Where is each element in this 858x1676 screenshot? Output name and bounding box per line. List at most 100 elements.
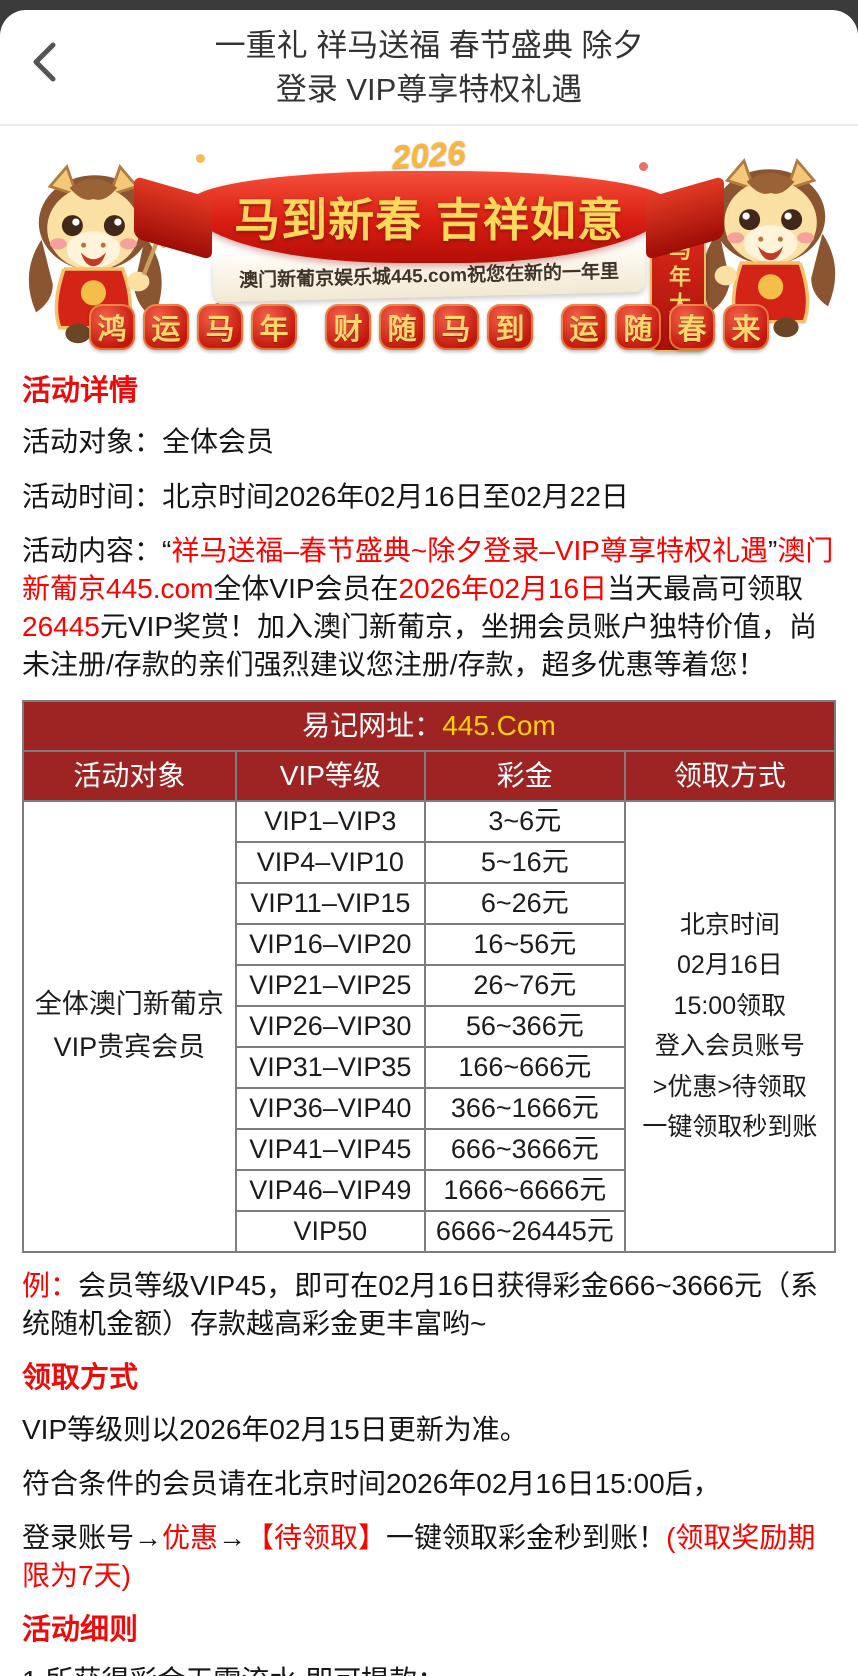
- example-label: 例：: [22, 1269, 79, 1301]
- content-part-highlight: 祥马送福–春节盛典~除夕登录–VIP尊享特权礼遇: [171, 534, 768, 566]
- activity-target-value: 全体会员: [162, 426, 275, 458]
- col-header-claim: 领取方式: [623, 749, 837, 802]
- lantern-stamp: 财: [325, 304, 371, 351]
- page-title-line2: 登录 VIP尊享特权礼遇: [275, 72, 583, 108]
- vip-prize-table: 易记网址：445.Com 活动对象 VIP等级 彩金 领取方式 全体澳门新葡京 …: [22, 699, 837, 1253]
- site-url-row: 易记网址：445.Com: [22, 699, 836, 752]
- lantern-stamp: 鸿: [89, 304, 135, 351]
- claim-line3: 登录账号→优惠→【待领取】一键领取彩金秒到账！(领取奖励期限为7天): [22, 1519, 836, 1595]
- horse-mascot-left: [28, 164, 172, 344]
- promo-content: 活动详情 活动对象：全体会员 活动时间：北京时间2026年02月16日至02月2…: [0, 354, 858, 1676]
- content-part: 当天最高可领取: [607, 572, 804, 604]
- content-part-highlight: 2026年02月16日: [398, 572, 608, 604]
- prize-cell: 6~26元: [423, 881, 626, 925]
- table-row: VIP36–VIP40 366~1666元: [23, 1086, 835, 1130]
- vip-level-cell: VIP46–VIP49: [234, 1168, 426, 1212]
- table-row: VIP41–VIP45 666~3666元: [23, 1127, 835, 1171]
- target-merged-cell: 全体澳门新葡京 VIP贵宾会员: [22, 799, 237, 1253]
- table-row: VIP31–VIP35 166~666元: [23, 1045, 835, 1089]
- prize-cell: 56~366元: [423, 1004, 626, 1048]
- vip-level-cell: VIP50: [234, 1209, 426, 1253]
- claim-line: 北京时间: [679, 910, 780, 939]
- claim-part-highlight: 优惠: [162, 1521, 219, 1553]
- site-url-label: 易记网址：: [302, 709, 443, 741]
- prize-cell: 3~6元: [423, 799, 626, 843]
- app-bar: 一重礼 祥马送福 春节盛典 除夕 登录 VIP尊享特权礼遇: [0, 10, 858, 127]
- claim-method-heading: 领取方式: [22, 1362, 139, 1395]
- rules-heading: 活动细则: [22, 1613, 139, 1646]
- claim-part: →: [218, 1521, 247, 1553]
- target-line2: VIP贵宾会员: [53, 1032, 206, 1063]
- festival-banner: 马年大吉 2026 马到新春 吉祥如意 澳门新葡京娱乐城445.com祝您在新的…: [0, 134, 858, 354]
- activity-time-label: 活动时间：: [22, 480, 163, 512]
- back-button[interactable]: [22, 40, 66, 84]
- prize-cell: 666~3666元: [423, 1127, 626, 1171]
- site-url-cell: 易记网址：445.Com: [22, 699, 836, 752]
- table-row: VIP46–VIP49 1666~6666元: [23, 1168, 835, 1212]
- col-header-prize: 彩金: [423, 749, 626, 802]
- claim-part-highlight: (领取奖励期限为7天): [22, 1521, 816, 1591]
- promo-sheet: 一重礼 祥马送福 春节盛典 除夕 登录 VIP尊享特权礼遇: [0, 10, 858, 1676]
- vip-level-cell: VIP36–VIP40: [234, 1086, 426, 1130]
- table-row: VIP16–VIP20 16~56元: [23, 922, 835, 966]
- lantern-stamp: 来: [723, 304, 769, 351]
- prize-cell: 5~16元: [423, 840, 626, 884]
- lantern-stamp: 随: [379, 304, 425, 351]
- vip-level-cell: VIP26–VIP30: [234, 1004, 426, 1048]
- banner-ribbon: 马到新春 吉祥如意: [190, 171, 668, 264]
- content-part: 元VIP奖赏！加入澳门新葡京，坐拥会员账户独特价值，尚未注册/存款的亲们强烈建议…: [22, 610, 818, 680]
- content-part: ”: [767, 534, 778, 566]
- col-header-vip-level: VIP等级: [234, 749, 426, 802]
- vip-level-cell: VIP16–VIP20: [234, 922, 426, 966]
- banner-center: 2026 马到新春 吉祥如意 澳门新葡京娱乐城445.com祝您在新的一年里: [159, 134, 699, 303]
- col-header-target: 活动对象: [22, 749, 237, 802]
- claim-line: 登入会员账号: [654, 1032, 805, 1061]
- claim-line: 一键领取秒到账: [642, 1113, 818, 1142]
- details-heading: 活动详情: [22, 375, 139, 408]
- lantern-stamp: 春: [669, 304, 715, 351]
- prize-cell: 6666~26445元: [423, 1209, 626, 1253]
- claim-line: 02月16日: [677, 951, 783, 980]
- table-row: VIP11–VIP15 6~26元: [23, 881, 835, 925]
- activity-target-label: 活动对象：: [22, 426, 163, 458]
- lantern-stamps-row: 鸿 运 马 年 财 随 马 到 运 随 春 来: [89, 304, 769, 351]
- rule-item-1: 1.所获得彩金无需流水,即可提款；: [22, 1662, 836, 1676]
- claim-line: >优惠>待领取: [652, 1072, 807, 1101]
- stamp-group-3: 运 随 春 来: [561, 304, 769, 351]
- table-row: VIP26–VIP30 56~366元: [23, 1004, 835, 1048]
- activity-time-value: 北京时间2026年02月16日至02月22日: [162, 480, 629, 512]
- lantern-stamp: 年: [251, 304, 297, 351]
- content-part-highlight: 澳门新葡京445.com: [22, 534, 834, 604]
- site-url-value: 445.Com: [442, 709, 556, 741]
- vip-level-cell: VIP11–VIP15: [234, 881, 426, 925]
- vip-level-cell: VIP41–VIP45: [234, 1127, 426, 1171]
- banner-ribbon-text: 马到新春 吉祥如意: [234, 194, 624, 247]
- lantern-stamp: 随: [615, 304, 661, 351]
- content-part-highlight: 26445: [22, 610, 100, 642]
- content-part: “: [162, 534, 172, 566]
- target-line1: 全体澳门新葡京: [34, 989, 224, 1020]
- table-row: VIP21–VIP25 26~76元: [23, 963, 835, 1007]
- prize-cell: 1666~6666元: [423, 1168, 626, 1212]
- vip-level-cell: VIP21–VIP25: [234, 963, 426, 1007]
- table-row: 全体澳门新葡京 VIP贵宾会员 VIP1–VIP3 3~6元 北京时间 02月1…: [22, 799, 837, 1253]
- claim-line2: 符合条件的会员请在北京时间2026年02月16日15:00后，: [22, 1467, 721, 1499]
- stamp-group-1: 鸿 运 马 年: [89, 304, 297, 351]
- claim-merged-cell: 北京时间 02月16日 15:00领取 登入会员账号 >优惠>待领取 一键领取秒…: [623, 799, 837, 1253]
- activity-target-line: 活动对象：全体会员: [22, 423, 836, 461]
- table-row: VIP4–VIP10 5~16元: [23, 840, 835, 884]
- activity-time-line: 活动时间：北京时间2026年02月16日至02月22日: [22, 478, 836, 516]
- claim-line: 15:00领取: [673, 991, 787, 1020]
- content-part: 全体VIP会员在: [213, 572, 399, 604]
- lantern-stamp: 马: [433, 304, 479, 351]
- lantern-stamp: 运: [561, 304, 607, 351]
- table-header-row: 活动对象 VIP等级 彩金 领取方式: [22, 749, 837, 802]
- prize-cell: 16~56元: [423, 922, 626, 966]
- lantern-stamp: 马: [197, 304, 243, 351]
- table-row: VIP50 6666~26445元: [23, 1209, 835, 1253]
- lantern-stamp: 运: [143, 304, 189, 351]
- claim-part: 一键领取彩金秒到账！: [386, 1521, 667, 1553]
- vip-level-cell: VIP4–VIP10: [234, 840, 426, 884]
- prize-cell: 366~1666元: [423, 1086, 626, 1130]
- activity-content-label: 活动内容：: [22, 534, 163, 566]
